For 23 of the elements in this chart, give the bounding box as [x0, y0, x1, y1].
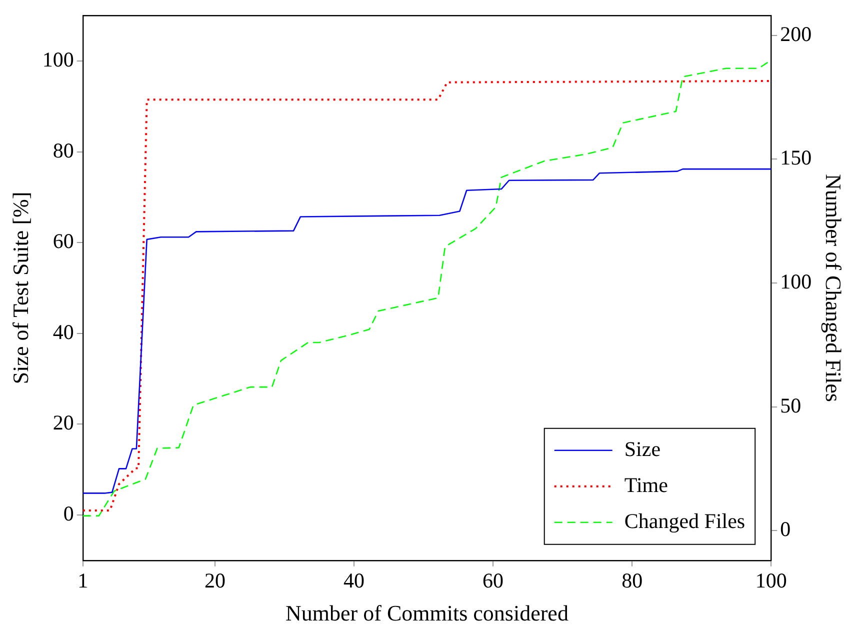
legend-label: Changed Files: [624, 508, 746, 533]
y-tick-label: 100: [42, 48, 74, 72]
y2-axis-title: Number of Changed Files: [821, 174, 846, 402]
y-tick-label: 40: [52, 320, 74, 344]
y-tick-label: 60: [52, 229, 74, 254]
y2-tick-label: 100: [780, 270, 812, 294]
y-axis-title: Size of Test Suite [%]: [8, 192, 33, 384]
y2-tick-label: 150: [780, 146, 812, 170]
x-tick-label: 1: [78, 568, 88, 593]
x-axis-title: Number of Commits considered: [286, 600, 568, 626]
x-tick-label: 100: [755, 568, 787, 593]
y-tick-label: 80: [52, 138, 74, 162]
x-tick-label: 60: [482, 568, 504, 593]
y2-tick-label: 50: [780, 393, 802, 418]
y2-tick-label: 0: [780, 517, 791, 542]
y-tick-label: 0: [63, 502, 74, 526]
legend-label: Size: [624, 436, 661, 461]
x-tick-label: 20: [204, 568, 226, 593]
y-tick-label: 20: [52, 410, 74, 435]
x-tick-label: 80: [622, 568, 643, 593]
y2-tick-label: 200: [780, 22, 812, 46]
legend-label: Time: [624, 472, 668, 497]
x-tick-label: 40: [344, 568, 365, 593]
